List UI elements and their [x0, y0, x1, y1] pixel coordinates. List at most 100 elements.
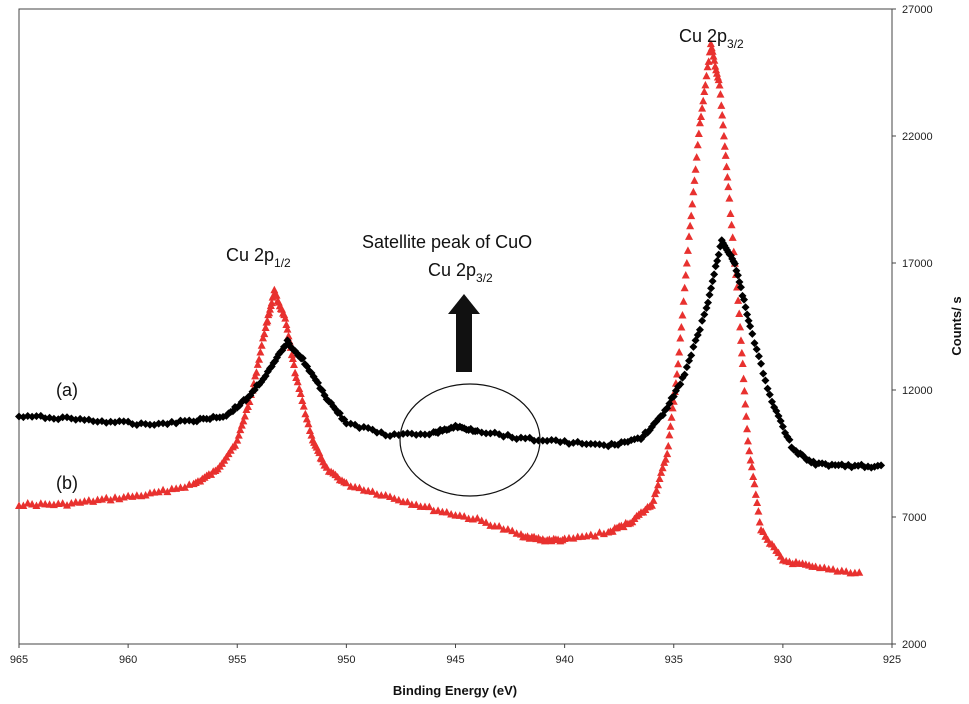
satellite-circle [399, 383, 541, 497]
series-a-point [705, 290, 714, 299]
series-b-point [719, 131, 728, 140]
series-b-point [749, 472, 758, 481]
series-b-point [239, 416, 248, 425]
series-b-point [742, 412, 751, 420]
y-tick-label: 22000 [902, 131, 933, 143]
series-b-point [295, 384, 304, 393]
series-a-point [730, 259, 739, 268]
series-a-point [538, 436, 547, 445]
x-axis-title: Binding Energy (eV) [393, 683, 517, 698]
series-b-point [750, 479, 759, 488]
series-b-point [704, 57, 713, 65]
series-b-point [368, 487, 377, 495]
series-b-point [141, 490, 150, 499]
series-b-point [673, 369, 682, 378]
series-a-point [744, 316, 753, 325]
series-b-point [237, 421, 246, 429]
series-b-point [664, 441, 673, 450]
series-b-point [381, 491, 390, 499]
series-b-point [586, 530, 595, 539]
series-b-point [19, 501, 28, 510]
series-b-point [293, 377, 302, 386]
series-b-point [28, 499, 37, 508]
series-b-point [728, 233, 737, 241]
series-a-point [698, 316, 707, 325]
series-b-point [706, 39, 715, 48]
series-b-point [263, 316, 272, 325]
series-b-point [726, 209, 735, 218]
x-tick-label: 925 [883, 654, 901, 666]
satellite-arrow-head [448, 294, 480, 314]
series-b-point [754, 507, 763, 515]
series-b-point [163, 487, 172, 496]
series-b-point [708, 47, 717, 55]
series-b-point [676, 333, 685, 342]
series-b-point [692, 153, 701, 161]
series-b-point [720, 142, 729, 150]
series-a-point [750, 339, 759, 348]
series-b-point [282, 320, 291, 329]
series-b-point [272, 291, 281, 299]
series-a-point [741, 303, 750, 312]
series-a-point [746, 322, 755, 331]
series-b-point [682, 259, 691, 267]
series-b-point [661, 455, 670, 463]
series-b-point [738, 359, 747, 367]
series-a-point [145, 420, 154, 429]
series-b-point [747, 462, 756, 471]
series-b-point [304, 419, 313, 428]
x-axis-ticks: 965 960 955 950 945 940 935 930 925 [10, 644, 901, 666]
series-b-point [412, 500, 421, 509]
x-tick-label: 955 [228, 654, 246, 666]
series-b-point [442, 507, 451, 516]
series-a-point [530, 436, 539, 445]
series-b-point [697, 112, 706, 121]
x-tick-label: 930 [774, 654, 792, 666]
series-b-point [655, 474, 664, 482]
series-b-point [743, 424, 752, 433]
satellite-label-line1: Satellite peak of CuO [362, 232, 532, 252]
series-b-point [240, 411, 249, 420]
series-a-point [877, 461, 886, 470]
y-axis-ticks: 2000 7000 12000 17000 22000 27000 [892, 4, 933, 651]
series-b-point [722, 162, 731, 171]
series-a-point [733, 271, 742, 280]
curve-label-b: (b) [56, 473, 78, 493]
series-b-point [657, 468, 666, 476]
series-b-point [106, 495, 115, 504]
series-b-point [654, 480, 663, 489]
series-b-point [699, 96, 708, 105]
series-b-point [709, 52, 718, 60]
series-a-point [695, 325, 704, 334]
series-b-point [678, 311, 687, 319]
series-a-point [708, 277, 717, 286]
series-b-point [460, 512, 469, 520]
series-b-point [288, 354, 297, 363]
series-b-point [674, 359, 683, 368]
series-b-point [342, 478, 351, 487]
series-b-point [694, 129, 703, 138]
series-a-point [707, 284, 716, 293]
series-b-point [736, 336, 745, 344]
series-b-point [298, 396, 307, 404]
series-a-point [748, 329, 757, 338]
series-b-point [668, 403, 677, 412]
series-b-point [394, 495, 403, 504]
series-b-point [741, 400, 750, 408]
series-b-point [473, 514, 482, 522]
series-b-point [740, 386, 749, 395]
series-a-point [687, 351, 696, 360]
series-b-point [687, 211, 696, 220]
series-b-point [283, 325, 292, 333]
series-b-point [719, 120, 728, 129]
series-b-point [677, 322, 686, 331]
series-b-point [390, 494, 399, 502]
series-b-point [689, 187, 698, 196]
y-tick-label: 27000 [902, 4, 933, 16]
series-a-point [676, 380, 685, 389]
series-b-point [231, 441, 240, 449]
series-b-point [252, 368, 261, 376]
series-a-point [752, 345, 761, 354]
series-b-point [698, 104, 707, 112]
